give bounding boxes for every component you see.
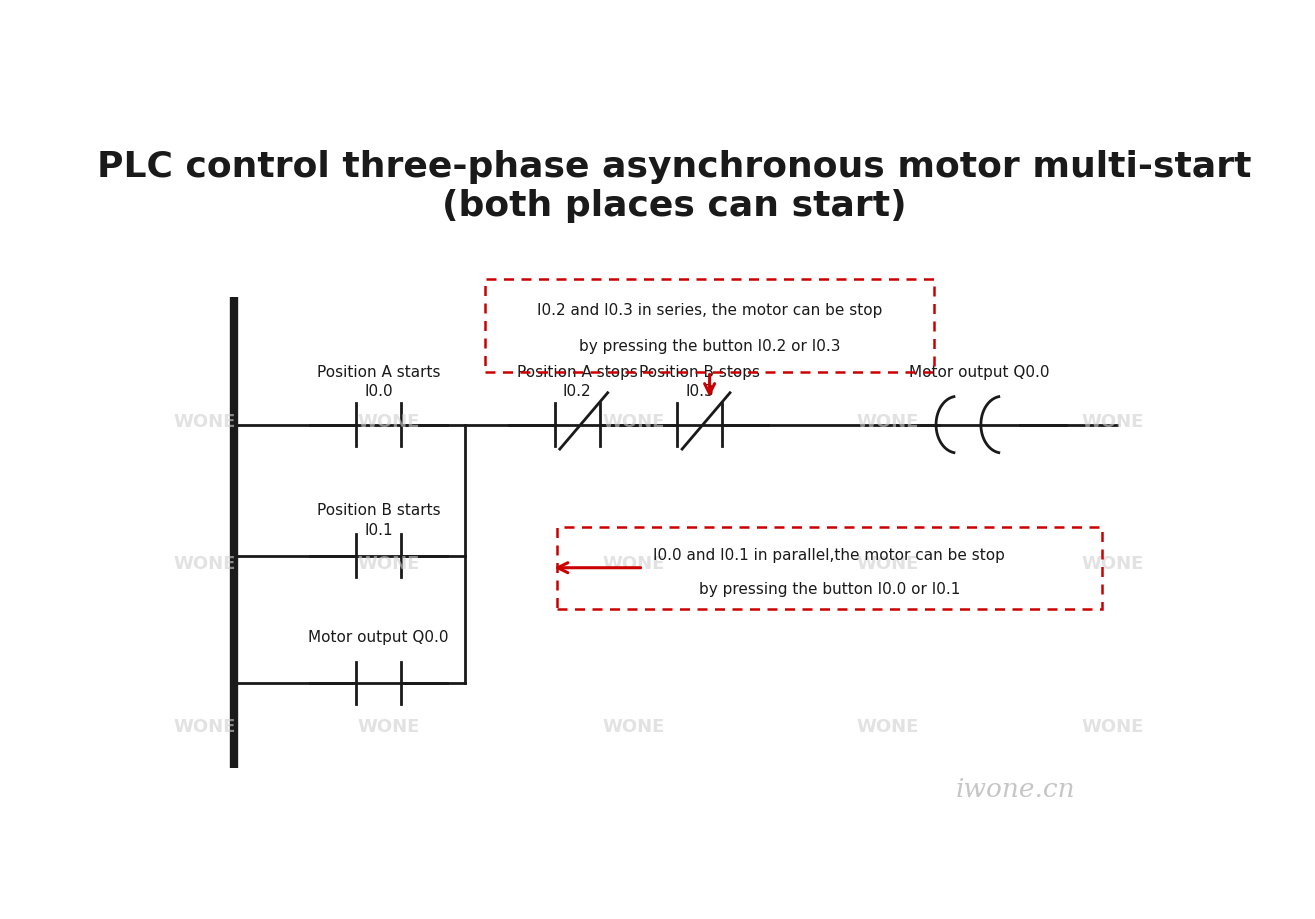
Text: PLC control three-phase asynchronous motor multi-start: PLC control three-phase asynchronous mot… (97, 150, 1251, 184)
Text: WONE: WONE (857, 717, 919, 735)
Text: Motor output Q0.0: Motor output Q0.0 (910, 364, 1049, 380)
Text: I0.1: I0.1 (364, 522, 393, 537)
Text: WONE: WONE (174, 554, 237, 573)
Text: Position A starts: Position A starts (317, 364, 441, 380)
Text: (both places can start): (both places can start) (442, 188, 906, 222)
Text: WONE: WONE (602, 717, 664, 735)
Text: WONE: WONE (358, 554, 419, 573)
Text: WONE: WONE (602, 413, 664, 431)
Text: Position A stops: Position A stops (517, 364, 638, 380)
Text: I0.3: I0.3 (685, 384, 714, 399)
Text: WONE: WONE (358, 717, 419, 735)
Text: Position B stops: Position B stops (639, 364, 760, 380)
Text: Position B starts: Position B starts (317, 502, 441, 517)
Text: WONE: WONE (857, 413, 919, 431)
Text: Motor output Q0.0: Motor output Q0.0 (308, 630, 448, 644)
Text: WONE: WONE (174, 717, 237, 735)
Text: WONE: WONE (1081, 413, 1143, 431)
Text: WONE: WONE (602, 554, 664, 573)
Text: WONE: WONE (1081, 554, 1143, 573)
Text: by pressing the button I0.2 or I0.3: by pressing the button I0.2 or I0.3 (579, 339, 840, 354)
Text: I0.0 and I0.1 in parallel,the motor can be stop: I0.0 and I0.1 in parallel,the motor can … (654, 547, 1005, 562)
Text: iwone.cn: iwone.cn (956, 776, 1076, 800)
Text: WONE: WONE (857, 554, 919, 573)
Text: I0.2 and I0.3 in series, the motor can be stop: I0.2 and I0.3 in series, the motor can b… (537, 303, 882, 318)
Text: WONE: WONE (1081, 717, 1143, 735)
Text: by pressing the button I0.0 or I0.1: by pressing the button I0.0 or I0.1 (698, 582, 960, 596)
Text: WONE: WONE (174, 413, 237, 431)
Text: I0.2: I0.2 (563, 384, 592, 399)
Text: WONE: WONE (358, 413, 419, 431)
Text: I0.0: I0.0 (364, 384, 393, 399)
